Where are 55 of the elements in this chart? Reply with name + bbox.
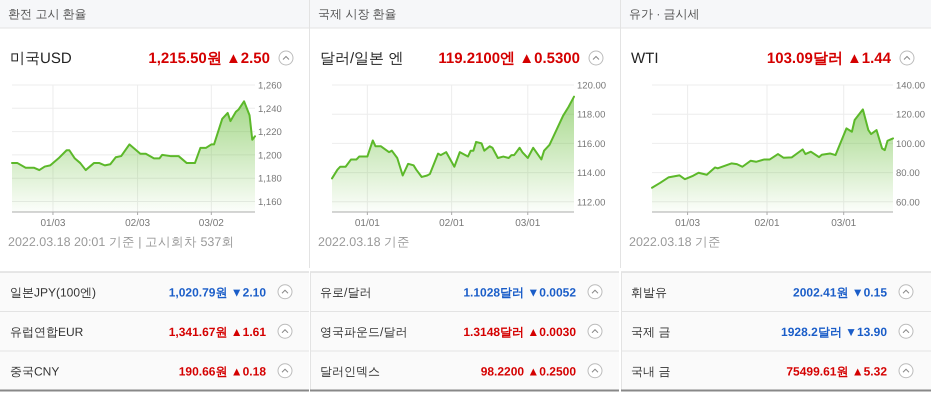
text: 1,341.67원 ▲1.61: [168, 324, 266, 339]
chart-title: 유가 · 금시세: [629, 7, 700, 21]
y-tick-label: 1,260: [258, 80, 282, 92]
text: 2022.03.18 기준: [318, 235, 410, 249]
y-tick-label: 1,180: [258, 174, 282, 185]
category-label: 유로/달러: [320, 285, 372, 300]
text: 1,020.79원 ▼2.10: [168, 285, 266, 300]
x-tick-label: 01/03: [675, 218, 701, 229]
x-tick-label: 03/02: [198, 218, 224, 229]
y-tick-label: 112.00: [577, 197, 606, 208]
x-tick-label: 02/01: [439, 218, 465, 229]
x-tick-label: 03/01: [515, 218, 541, 229]
y-tick-label: 1,220: [258, 127, 282, 138]
text: 1.3148달러 ▲0.0030: [463, 324, 576, 339]
y-tick-label: 80.00: [896, 168, 920, 180]
text: 75499.61원 ▲5.32: [786, 364, 887, 378]
y-tick-label: 1,160: [258, 197, 282, 208]
category-label: 일본JPY(100엔): [10, 285, 96, 300]
category-label: 국제 금: [631, 324, 670, 339]
category-label: 휘발유: [631, 285, 667, 300]
category-label: 유럽연합EUR: [10, 324, 84, 339]
text: 190.66원 ▲0.18: [178, 364, 266, 378]
text: 2022.03.18 기준: [629, 235, 722, 249]
chart-title: 국제 시장 환율: [318, 7, 397, 21]
y-tick-label: 114.00: [577, 168, 606, 180]
y-tick-label: 118.00: [577, 110, 606, 121]
category-label: 달러인덱스: [320, 364, 380, 378]
text: 103.09달러 ▲1.44: [766, 50, 892, 67]
text: 1928.2달러 ▼13.90: [781, 324, 887, 339]
y-tick-label: 120.00: [896, 110, 926, 121]
text: 2022.03.18 20:01 기준 | 고시회차 537회: [8, 235, 234, 249]
y-tick-label: 140.00: [896, 80, 926, 92]
category-label: 중국CNY: [10, 364, 60, 378]
x-tick-label: 01/01: [354, 218, 380, 229]
x-tick-label: 02/03: [125, 218, 151, 229]
category-label: 영국파운드/달러: [320, 324, 408, 339]
y-tick-label: 1,240: [258, 104, 282, 115]
y-tick-label: 100.00: [896, 138, 926, 150]
y-tick-label: 60.00: [896, 197, 920, 208]
text: 2002.41원 ▼0.15: [793, 285, 887, 300]
text: 119.2100엔 ▲0.5300: [438, 50, 580, 67]
category-label: 국내 금: [631, 364, 670, 378]
x-tick-label: 02/01: [754, 218, 780, 229]
chart-title: 환전 고시 환율: [8, 7, 87, 21]
y-tick-label: 120.00: [577, 80, 606, 92]
y-tick-label: 116.00: [577, 138, 606, 150]
y-tick-label: 1,200: [258, 150, 282, 162]
x-tick-label: 03/01: [831, 218, 857, 229]
x-tick-label: 01/03: [40, 218, 66, 229]
chart-subtitle: 미국USD: [10, 50, 72, 67]
text: 1.1028달러 ▼0.0052: [463, 285, 576, 300]
chart-subtitle: WTI: [631, 50, 658, 67]
text: 1,215.50원 ▲2.50: [148, 50, 270, 67]
text: 98.2200 ▲0.2500: [480, 364, 576, 378]
chart-subtitle: 달러/일본 엔: [320, 50, 404, 67]
